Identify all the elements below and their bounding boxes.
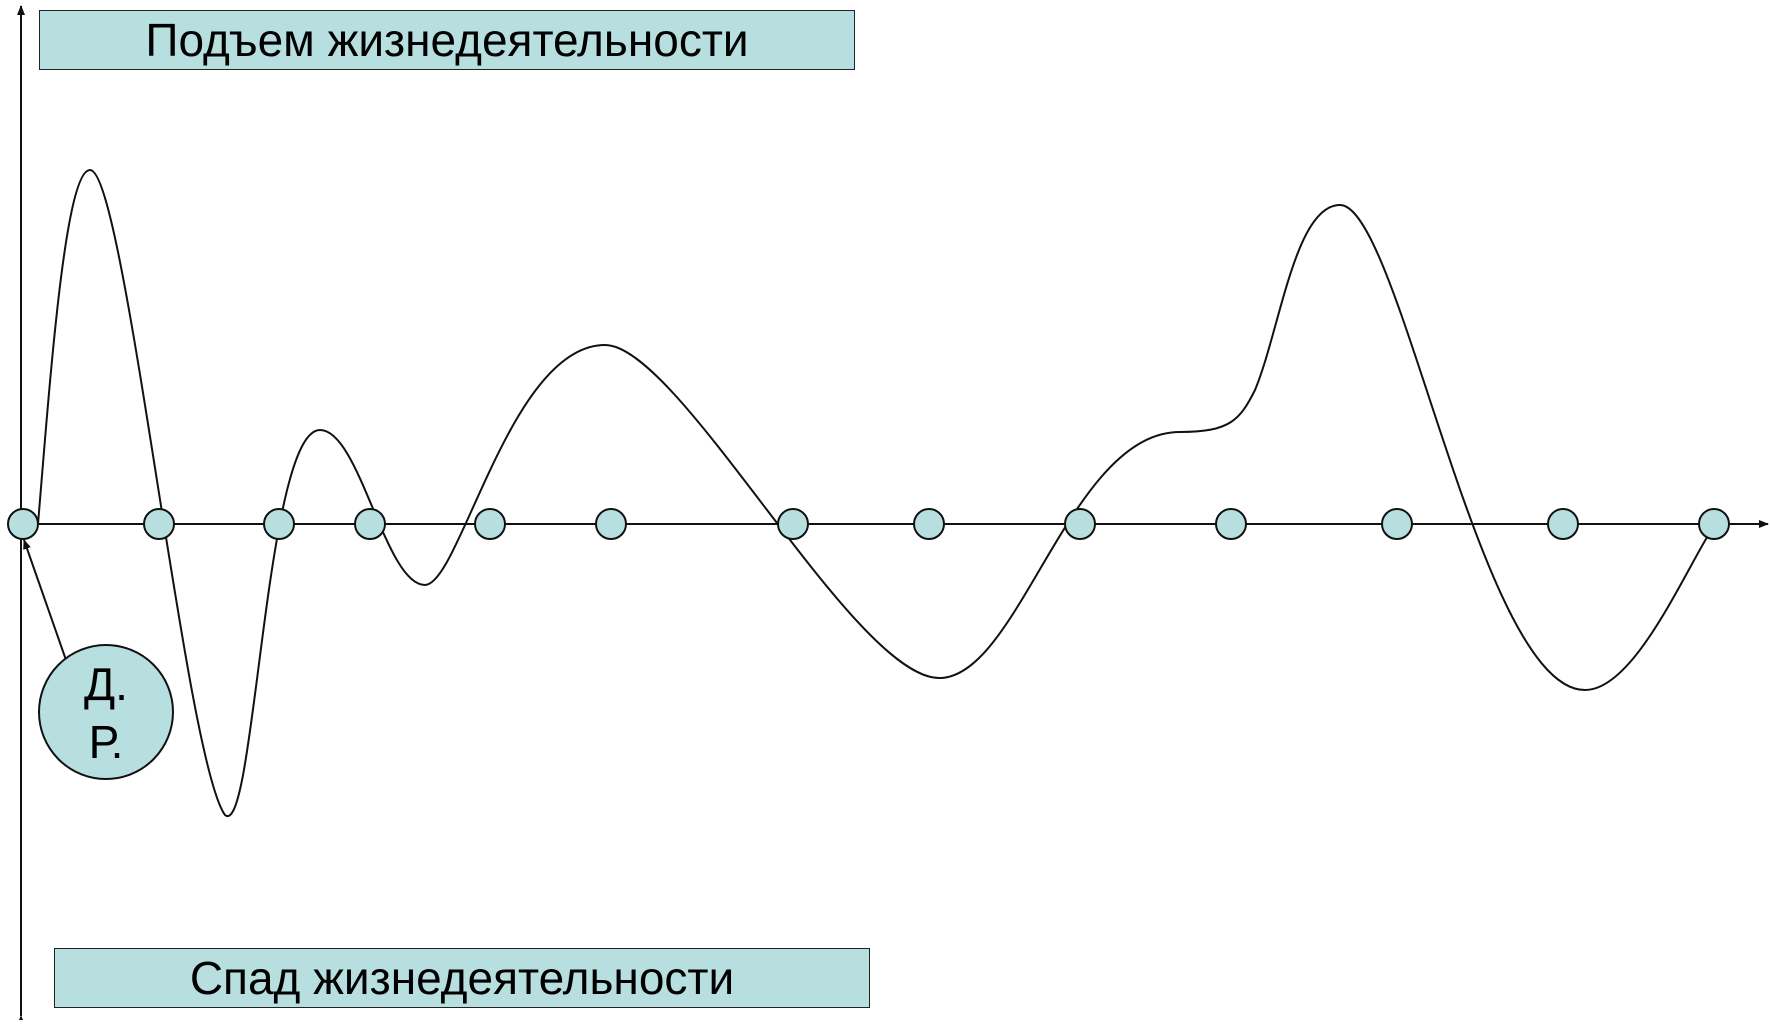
- birth-date-callout: Д. Р.: [38, 644, 174, 780]
- axis-marker-1: [7, 508, 39, 540]
- callout-line-2: Р.: [89, 716, 124, 768]
- callout-circle: [38, 644, 174, 780]
- axis-markers: [7, 508, 1730, 540]
- decline-label-text: Спад жизнедеятельности: [189, 952, 735, 1004]
- life-wave-curve: [37, 168, 1716, 817]
- callout-line-1: Д.: [84, 658, 128, 710]
- axis-marker-11: [1381, 508, 1413, 540]
- axis-marker-2: [143, 508, 175, 540]
- axis-marker-8: [913, 508, 945, 540]
- axis-marker-4: [354, 508, 386, 540]
- callout-pointer: [23, 539, 67, 661]
- axis-marker-3: [263, 508, 295, 540]
- axis-marker-10: [1215, 508, 1247, 540]
- rise-label-text: Подъем жизнедеятельности: [145, 14, 749, 66]
- axis-marker-6: [595, 508, 627, 540]
- rise-label: Подъем жизнедеятельности: [39, 10, 855, 70]
- axis-marker-5: [474, 508, 506, 540]
- axis-marker-9: [1064, 508, 1096, 540]
- axis-marker-12: [1547, 508, 1579, 540]
- axis-marker-13: [1698, 508, 1730, 540]
- axis-marker-7: [777, 508, 809, 540]
- decline-label: Спад жизнедеятельности: [54, 948, 870, 1008]
